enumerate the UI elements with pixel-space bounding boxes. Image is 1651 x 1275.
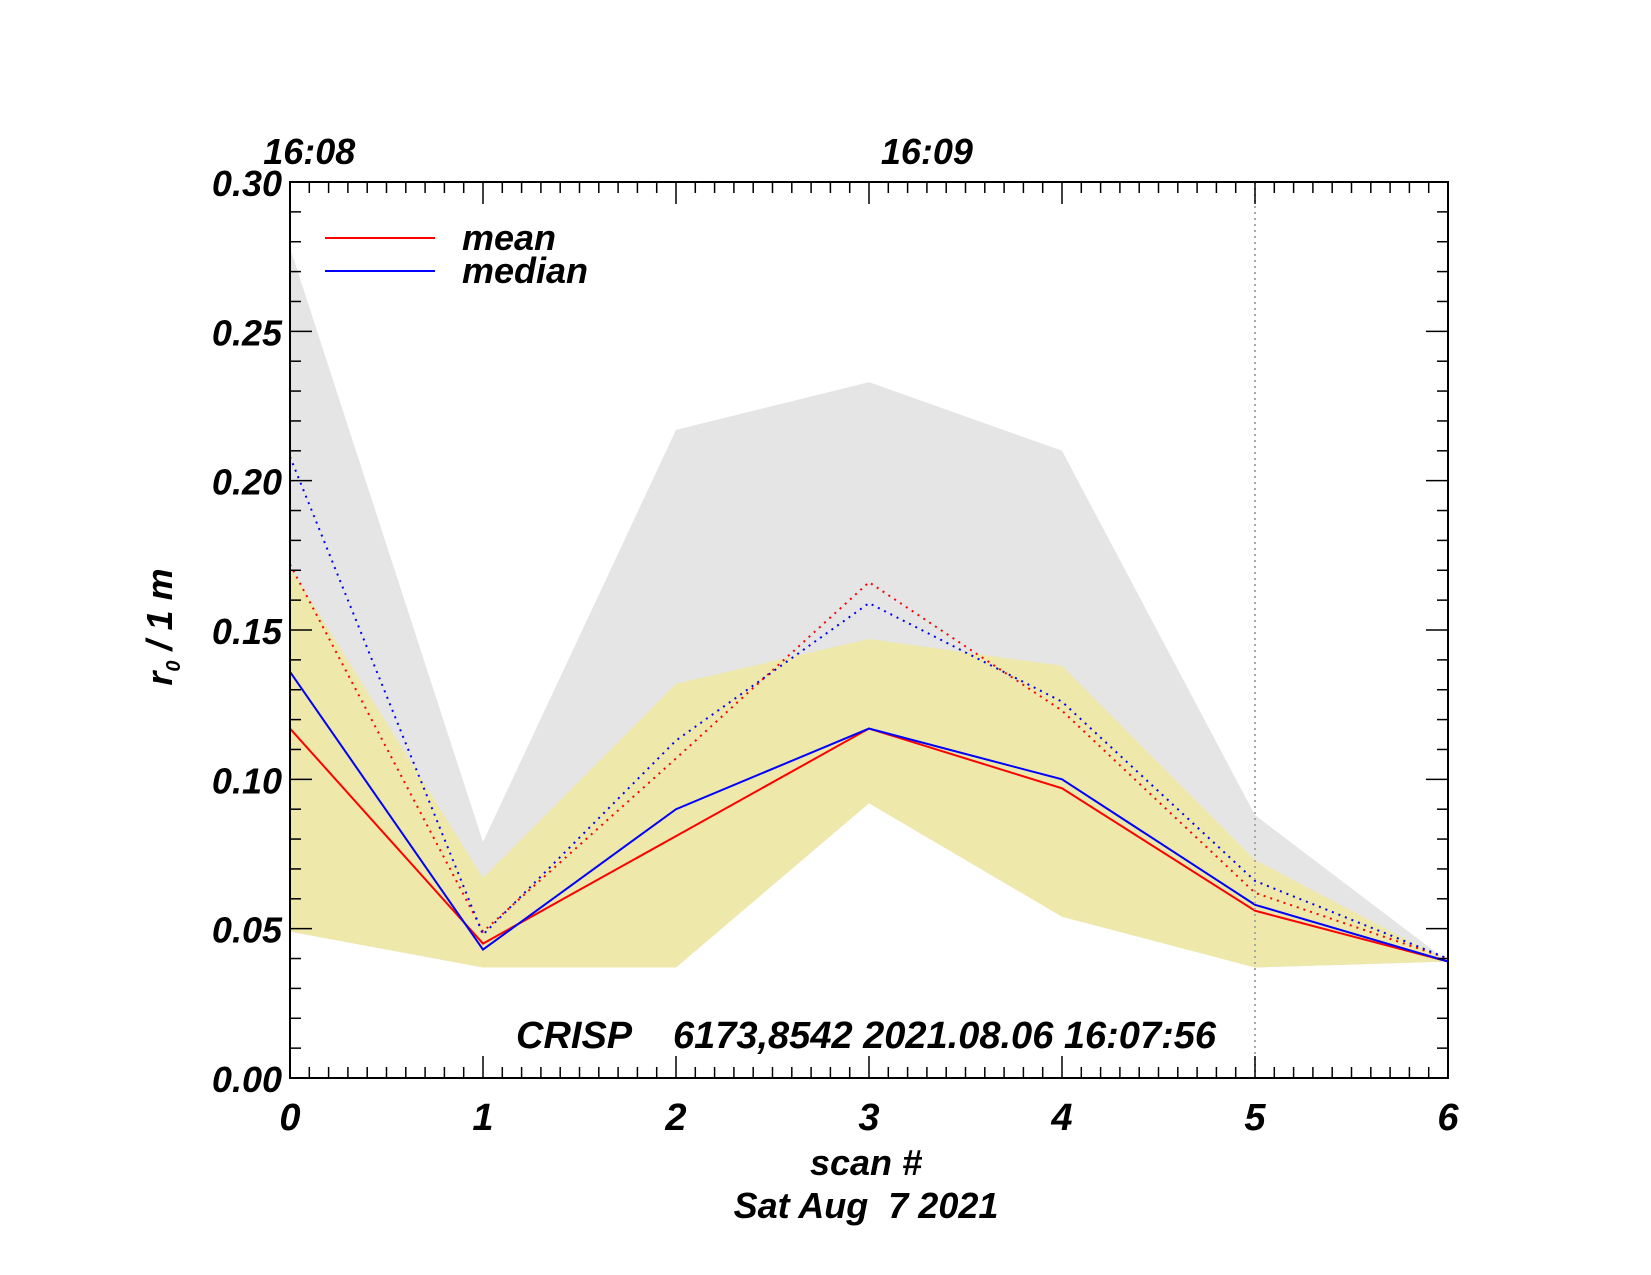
x-tick-label: 2 (664, 1097, 686, 1139)
x-tick-label: 5 (1244, 1097, 1266, 1139)
svg-text:r0 / 1 m: r0 / 1 m (139, 568, 185, 685)
y-tick-label: 0.20 (212, 462, 282, 503)
date-label: Sat Aug 7 2021 (734, 1185, 999, 1226)
band-1 (290, 567, 1448, 968)
data-lines (289, 456, 1449, 963)
x-tick-label: 4 (1050, 1097, 1072, 1139)
top-time-label: 16:09 (881, 131, 973, 172)
series-line-3 (289, 456, 1449, 960)
x-tick-label: 6 (1437, 1097, 1459, 1139)
x-tick-label: 1 (472, 1097, 493, 1139)
legend-label: median (462, 250, 588, 291)
y-tick-label: 0.05 (212, 910, 283, 951)
series-line-2 (289, 563, 1449, 960)
series-line-1 (289, 671, 1449, 963)
y-axis-label-sub: 0 (163, 660, 185, 671)
y-axis-label: r0 / 1 m (139, 568, 185, 685)
y-tick-label: 0.10 (212, 760, 282, 801)
y-axis-label-main: r (139, 670, 180, 686)
y-axis-label-rest: / 1 m (139, 568, 180, 660)
annotation-text: CRISP 6173,8542 2021.08.06 16:07:56 (516, 1015, 1217, 1057)
x-tick-label: 0 (279, 1097, 300, 1139)
legend-label: mean (462, 217, 556, 258)
y-tick-label: 0.25 (212, 312, 283, 353)
x-axis-label: scan # (810, 1142, 922, 1183)
y-tick-label: 0.00 (212, 1059, 282, 1100)
top-time-label: 16:08 (263, 131, 355, 172)
y-tick-label: 0.15 (212, 611, 283, 652)
range-bands (290, 247, 1448, 968)
x-tick-label: 3 (858, 1097, 879, 1139)
y-tick-label: 0.30 (212, 163, 282, 204)
axes: 0 1 2 3 4 5 6 0.00 0.05 0.10 0.15 0.20 0.25 0.3016:08… (212, 131, 1460, 1139)
